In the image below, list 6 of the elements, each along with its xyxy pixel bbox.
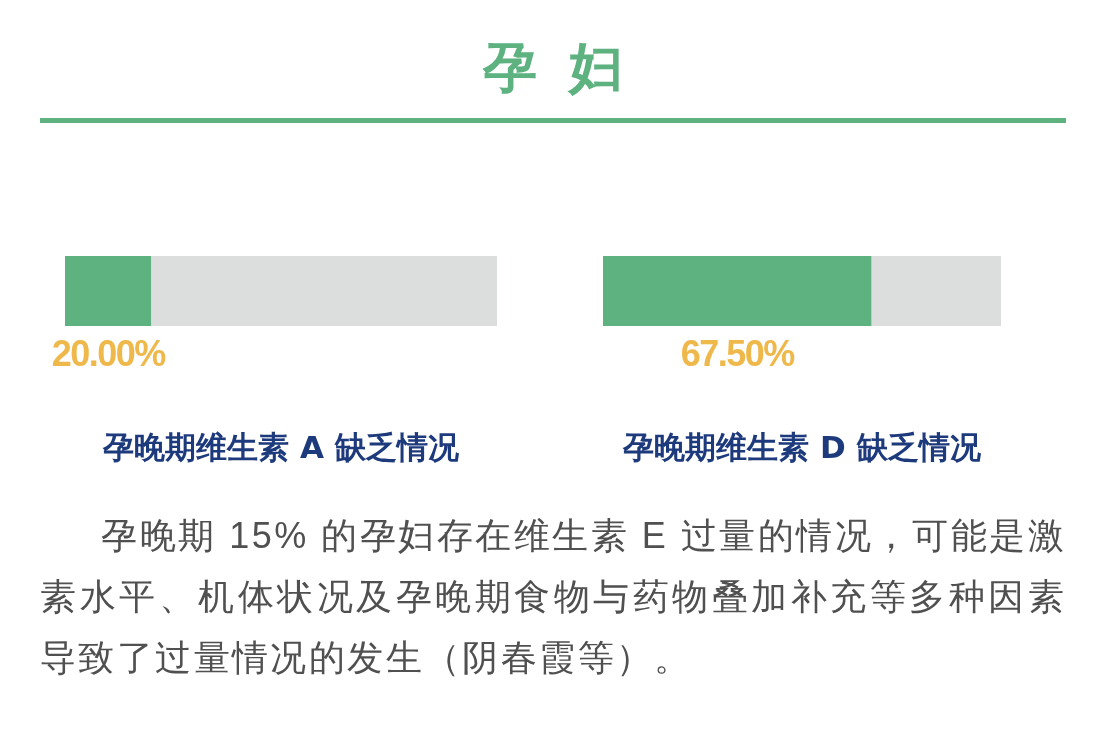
x-axis-title: 孕晚期维生素 A 缺乏情况 [102,429,460,465]
text: 孕晚期 15% 的孕妇存在维生素 E 过量的情况，可能是激素水平、机体状况及孕晚期食物与药物叠加补充等多种因素导致了过量情况的发生（阴春霞等）。 [40,514,1066,680]
data-label: 20.00% [51,333,167,374]
x-axis-title: 孕晚期维生素 D 缺乏情况 [622,429,982,465]
text: 孕 妇 [40,18,1066,123]
data-label: 67.50% [680,333,796,374]
